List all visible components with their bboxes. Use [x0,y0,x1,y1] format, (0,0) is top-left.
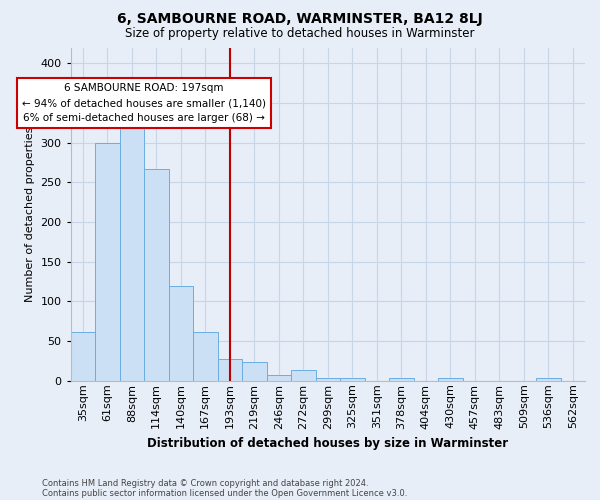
Bar [119,123,144,381]
Y-axis label: Number of detached properties: Number of detached properties [25,126,35,302]
Bar [291,370,316,381]
Bar [536,378,560,381]
Bar [193,332,218,381]
Bar [169,286,193,381]
Text: 6, SAMBOURNE ROAD, WARMINSTER, BA12 8LJ: 6, SAMBOURNE ROAD, WARMINSTER, BA12 8LJ [117,12,483,26]
Bar [144,169,169,381]
Text: Contains public sector information licensed under the Open Government Licence v3: Contains public sector information licen… [42,488,407,498]
Bar [95,142,119,381]
Bar [242,362,266,381]
Bar [438,378,463,381]
Bar [218,360,242,381]
Bar [266,375,291,381]
Bar [71,332,95,381]
Bar [389,378,413,381]
X-axis label: Distribution of detached houses by size in Warminster: Distribution of detached houses by size … [147,437,508,450]
Bar [340,378,365,381]
Text: Contains HM Land Registry data © Crown copyright and database right 2024.: Contains HM Land Registry data © Crown c… [42,478,368,488]
Text: Size of property relative to detached houses in Warminster: Size of property relative to detached ho… [125,28,475,40]
Text: 6 SAMBOURNE ROAD: 197sqm
← 94% of detached houses are smaller (1,140)
6% of semi: 6 SAMBOURNE ROAD: 197sqm ← 94% of detach… [22,83,266,123]
Bar [316,378,340,381]
